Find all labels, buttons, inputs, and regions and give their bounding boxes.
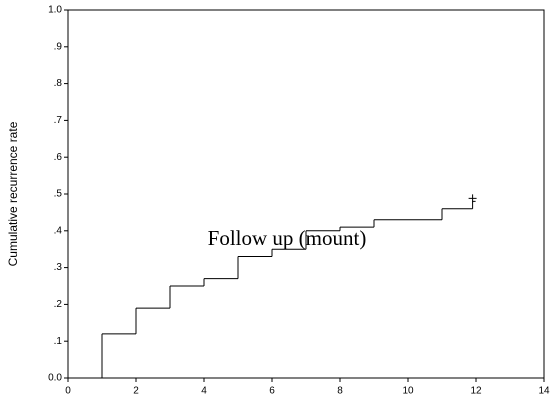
x-tick-label: 10 [402,386,414,397]
y-tick-label: .6 [54,152,63,163]
x-tick-label: 0 [65,386,71,397]
y-axis-label: Cumulative recurrence rate [6,121,20,266]
y-tick-label: 0.0 [48,373,62,384]
x-tick-label: 2 [133,386,139,397]
y-tick-label: .3 [54,262,63,273]
x-tick-label: 4 [201,386,207,397]
x-tick-label: 14 [538,386,550,397]
x-tick-label: 6 [269,386,275,397]
y-tick-label: .1 [54,336,63,347]
y-tick-label: .2 [54,299,63,310]
y-tick-label: .5 [54,189,63,200]
x-tick-label: 12 [470,386,482,397]
y-tick-label: .7 [54,115,63,126]
plot-frame [67,9,545,379]
x-axis-label: Follow up (mount) [208,226,367,250]
y-tick-label: 1.0 [48,5,62,16]
x-tick-label: 8 [337,386,343,397]
y-tick-label: .4 [54,225,63,236]
y-tick-label: .8 [54,78,63,89]
y-tick-label: .9 [54,41,63,52]
